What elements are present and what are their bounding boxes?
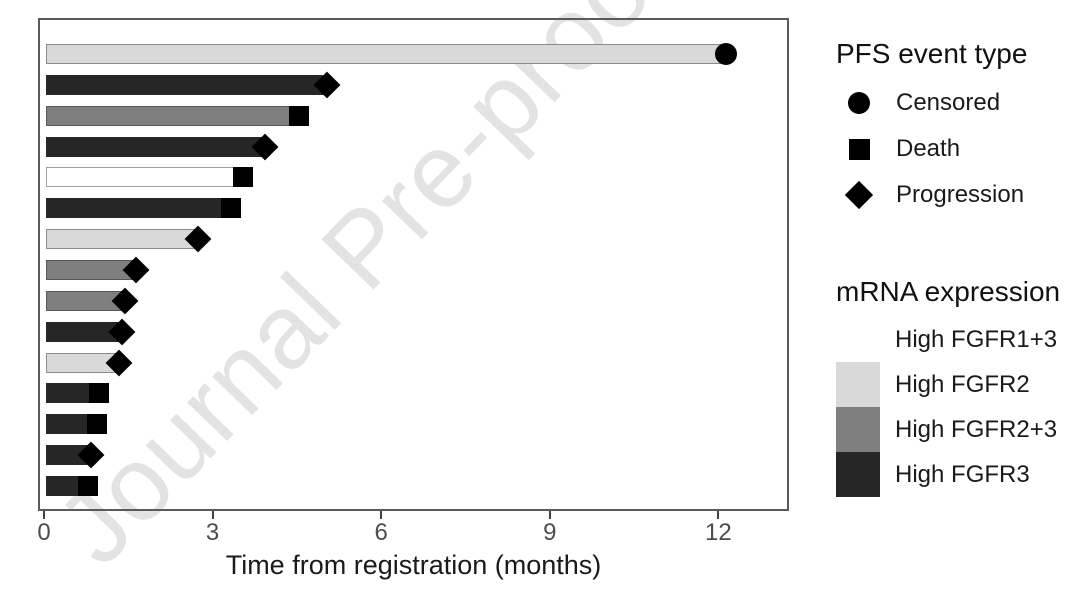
legend-item-high-fgfr2-3: High FGFR2+3 — [836, 407, 1060, 452]
swimmer-bar — [46, 74, 327, 95]
pfs-legend-items: Censored Death Progression — [836, 80, 1027, 218]
mrna-swatch — [836, 407, 880, 452]
x-tick-mark — [211, 511, 214, 519]
censored-icon — [715, 43, 738, 65]
mrna-swatch — [836, 452, 880, 497]
death-icon — [89, 383, 110, 404]
x-tick-label: 0 — [37, 519, 51, 546]
swimmer-bar — [46, 136, 266, 157]
mrna-legend-title: mRNA expression — [836, 276, 1061, 307]
swimmer-bar — [46, 229, 198, 250]
plot-panel — [38, 18, 789, 511]
legend-item-label: High FGFR3 — [895, 460, 1030, 488]
mrna-swatch — [836, 362, 880, 407]
death-icon — [848, 138, 870, 160]
mrna-swatch — [836, 317, 880, 362]
x-tick-mark — [548, 511, 551, 519]
swimmer-bar — [46, 198, 232, 219]
x-tick-mark — [380, 511, 383, 519]
death-icon — [232, 167, 253, 188]
legend-item-high-fgfr3: High FGFR3 — [836, 452, 1060, 497]
legend-item-high-fgfr2: High FGFR2 — [836, 362, 1060, 407]
marker-box — [844, 180, 874, 210]
x-tick-mark — [43, 511, 45, 519]
legend-item-label: Death — [896, 135, 961, 162]
death-icon — [221, 198, 242, 219]
swimmer-bar — [46, 44, 727, 64]
marker-box — [844, 92, 874, 114]
marker-box — [844, 138, 874, 160]
censored-icon — [848, 92, 870, 114]
swimmer-bar — [46, 105, 299, 126]
legend-item-high-fgfr1-3: High FGFR1+3 — [836, 317, 1060, 362]
mrna-legend-items: High FGFR1+3 High FGFR2 High FGFR2+3 Hig… — [836, 317, 1060, 497]
legend-item-label: Progression — [896, 181, 1025, 208]
progression-icon — [844, 180, 874, 210]
swimmer-bar — [46, 167, 243, 188]
pfs-legend: PFS event type Censored Death Progressio… — [836, 38, 1027, 218]
legend-item-label: High FGFR2 — [895, 370, 1030, 398]
pfs-legend-title: PFS event type — [836, 38, 1028, 69]
legend-item-label: High FGFR2+3 — [895, 415, 1058, 443]
death-icon — [288, 105, 309, 126]
x-tick-label: 6 — [374, 519, 388, 546]
mrna-legend: mRNA expression High FGFR1+3 High FGFR2 … — [836, 276, 1060, 497]
x-tick-label: 3 — [205, 519, 220, 546]
legend-item-death: Death — [836, 126, 1027, 172]
x-tick-mark — [717, 511, 720, 519]
legend-item-label: Censored — [896, 89, 1001, 116]
death-icon — [78, 476, 99, 497]
legend-item-progression: Progression — [836, 172, 1027, 218]
x-tick-label: 9 — [543, 519, 557, 546]
x-tick-label: 12 — [705, 519, 732, 546]
legend-item-censored: Censored — [836, 80, 1027, 126]
legend-item-label: High FGFR1+3 — [895, 325, 1058, 353]
death-icon — [86, 414, 107, 435]
x-axis-title: Time from registration (months) — [225, 550, 602, 580]
